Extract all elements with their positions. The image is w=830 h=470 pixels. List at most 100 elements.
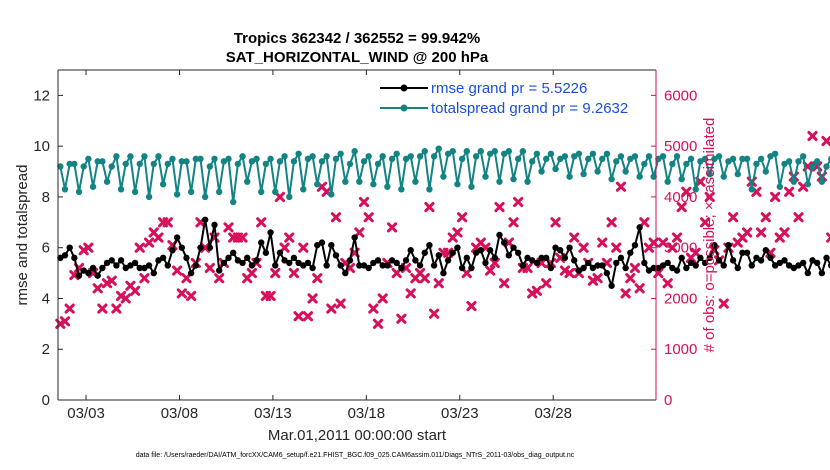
rmse-point <box>748 262 755 269</box>
rmse-line <box>59 218 830 287</box>
rmse-point <box>85 269 92 277</box>
obs-point <box>793 212 804 223</box>
totalspread-point <box>145 193 153 201</box>
totalspread-point <box>201 193 209 201</box>
totalspread-point <box>594 168 601 175</box>
obs-point <box>358 196 370 208</box>
rmse-point <box>356 262 363 269</box>
rmse-point <box>739 249 746 256</box>
totalspread-point <box>809 163 816 170</box>
rmse-point <box>827 262 830 269</box>
obs-point <box>284 232 295 243</box>
obs-point <box>265 290 276 302</box>
rmse-point <box>178 244 186 251</box>
totalspread-point <box>430 153 438 160</box>
totalspread-point <box>622 168 629 175</box>
rmse-point <box>276 249 284 256</box>
rmse-point <box>342 269 349 277</box>
rmse-point <box>444 257 452 264</box>
totalspread-point <box>286 193 293 201</box>
rmse-point <box>575 267 583 274</box>
data-file-footnote: data file: /Users/raeder/DAI/ATM_forcXX/… <box>136 452 575 459</box>
rmse-point <box>150 269 157 277</box>
obs-point <box>452 227 463 238</box>
rmse-point <box>659 262 667 269</box>
obs-point <box>592 273 603 284</box>
rmse-point <box>169 247 176 254</box>
y-left-tick-label: 10 <box>33 138 50 155</box>
rmse-point <box>272 262 279 269</box>
rmse-point <box>57 254 64 262</box>
totalspread-point <box>482 173 489 180</box>
rmse-point <box>309 264 316 272</box>
rmse-point <box>300 262 307 269</box>
legend-rmse-marker <box>400 84 408 92</box>
obs-point <box>274 191 286 203</box>
obs-point <box>662 278 673 289</box>
rmse-point <box>206 244 214 251</box>
rmse-point <box>706 254 713 262</box>
totalspread-point <box>66 160 73 168</box>
rmse-point <box>374 257 382 264</box>
totalspread-point <box>524 178 531 185</box>
x-tick-label: 03/13 <box>254 405 292 422</box>
rmse-point <box>729 257 737 264</box>
obs-point <box>457 212 468 223</box>
totalspread-point <box>771 150 779 157</box>
rmse-point <box>720 262 727 269</box>
obs-point <box>354 227 365 238</box>
rmse-point <box>215 267 223 274</box>
rmse-point <box>449 249 456 256</box>
rmse-point <box>164 262 171 269</box>
totalspread-point <box>402 155 410 163</box>
obs-point <box>326 303 337 314</box>
totalspread-point <box>813 158 821 165</box>
obs-point <box>821 135 830 147</box>
totalspread-point <box>183 158 190 165</box>
y-right-tick-label: 2000 <box>664 290 697 307</box>
obs-point <box>676 201 687 213</box>
obs-point <box>489 257 500 269</box>
rmse-point <box>715 257 723 264</box>
totalspread-point <box>267 155 274 163</box>
rmse-point <box>99 264 106 272</box>
totalspread-point <box>701 155 709 163</box>
rmse-point <box>622 264 629 272</box>
rmse-point <box>314 241 321 249</box>
rmse-point <box>785 262 793 269</box>
obs-point <box>826 232 830 243</box>
rmse-point <box>514 249 522 256</box>
rmse-point <box>687 259 695 267</box>
totalspread-point <box>220 158 228 165</box>
rmse-point <box>239 259 246 267</box>
obs-point <box>597 237 608 248</box>
obs-point <box>513 196 524 208</box>
totalspread-point <box>239 153 246 160</box>
rmse-point <box>220 259 228 267</box>
totalspread-point <box>173 191 181 198</box>
obs-point <box>578 242 589 253</box>
obs-point <box>288 267 300 279</box>
rmse-point <box>547 264 555 272</box>
obs-point <box>657 237 669 248</box>
rmse-point <box>519 262 527 269</box>
totalspread-point <box>664 178 671 185</box>
obs-point <box>172 265 183 276</box>
totalspread-point <box>244 178 251 185</box>
obs-point <box>200 242 211 253</box>
obs-point <box>424 201 435 213</box>
obs-point <box>83 242 94 253</box>
totalspread-point <box>650 173 657 180</box>
totalspread-point <box>528 158 536 165</box>
rmse-point <box>538 254 545 262</box>
totalspread-point <box>248 158 256 165</box>
obs-point <box>64 303 75 314</box>
x-tick-label: 03/28 <box>534 405 572 422</box>
obs-point <box>396 313 407 324</box>
totalspread-point <box>421 148 428 155</box>
obs-point <box>559 265 570 276</box>
totalspread-point <box>715 153 723 160</box>
obs-point <box>223 222 234 233</box>
obs-point <box>144 237 155 248</box>
rmse-point <box>435 252 442 259</box>
